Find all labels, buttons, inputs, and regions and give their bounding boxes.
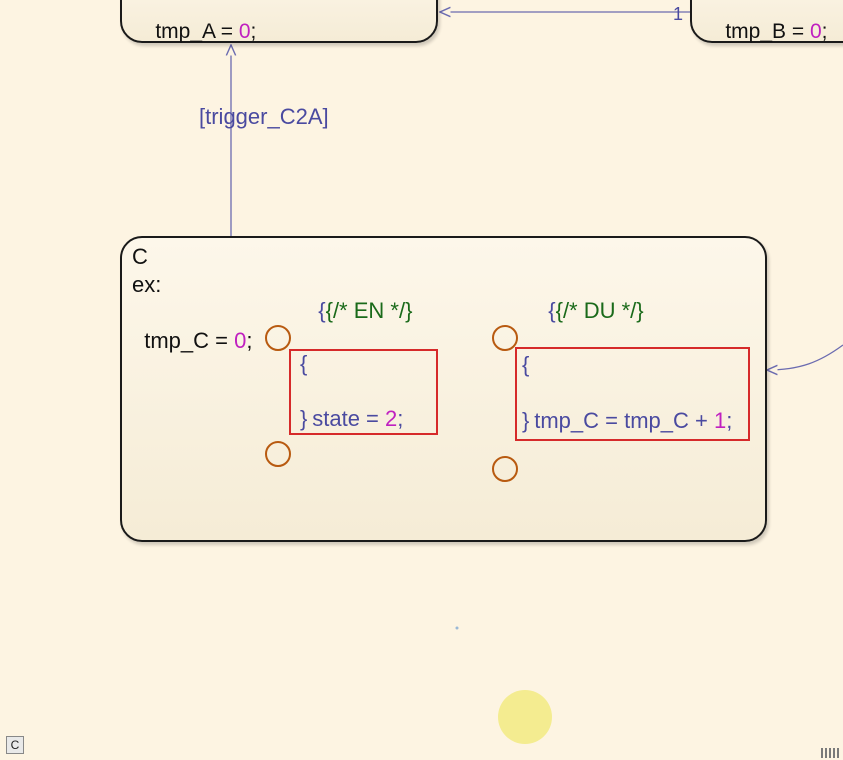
state-c[interactable] xyxy=(120,236,767,542)
state-b[interactable]: tmp_B = 0; xyxy=(690,0,843,43)
resize-grip-icon[interactable] xyxy=(821,748,841,758)
state-a[interactable]: tmp_A = 0; xyxy=(120,0,438,43)
corner-button[interactable]: C xyxy=(6,736,24,754)
state-a-action: tmp_A = 0; xyxy=(155,20,257,43)
entry-open-brace: { xyxy=(300,351,308,376)
cursor-highlight xyxy=(498,690,552,744)
during-close-brace: } xyxy=(522,408,530,433)
state-c-name: C xyxy=(132,244,148,269)
stray-dot xyxy=(455,626,459,630)
during-open-brace: { xyxy=(522,352,530,377)
transition-c-to-a-label[interactable]: [trigger_C2A] xyxy=(199,104,329,129)
state-b-action: tmp_B = 0; xyxy=(725,20,828,43)
state-c-exit-action: tmp_C = 0; xyxy=(144,328,253,353)
entry-junction-bottom[interactable] xyxy=(265,441,291,467)
entry-close-brace: } xyxy=(300,406,308,431)
during-comment: {{/* DU */} xyxy=(548,298,644,323)
during-junction-top[interactable] xyxy=(492,325,518,351)
entry-statement: state = 2; xyxy=(312,406,404,431)
state-c-exit-label: ex: xyxy=(132,272,162,297)
during-action-box[interactable] xyxy=(515,347,750,441)
during-statement: tmp_C = tmp_C + 1; xyxy=(534,408,733,433)
entry-junction-top[interactable] xyxy=(265,325,291,351)
during-junction-bottom[interactable] xyxy=(492,456,518,482)
entry-comment: {{/* EN */} xyxy=(318,298,413,323)
incoming-transition-right xyxy=(767,344,843,370)
transition-b-to-a-order: 1 xyxy=(673,4,684,24)
entry-action-box[interactable] xyxy=(289,349,438,435)
